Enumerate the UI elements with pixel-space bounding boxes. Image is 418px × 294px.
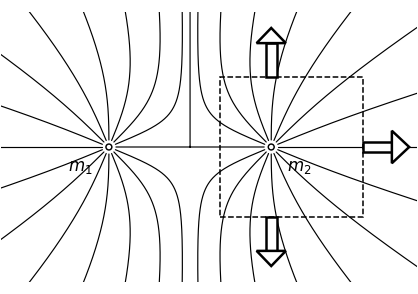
Circle shape <box>106 144 112 150</box>
Text: $m_1$: $m_1$ <box>69 159 93 176</box>
Bar <box>363 142 392 152</box>
Bar <box>266 217 277 251</box>
Bar <box>266 43 277 77</box>
Circle shape <box>107 146 110 148</box>
Circle shape <box>268 144 274 150</box>
Polygon shape <box>392 131 409 163</box>
Polygon shape <box>257 251 286 266</box>
Bar <box>220 77 363 217</box>
Polygon shape <box>257 28 286 43</box>
Text: $m_2$: $m_2$ <box>287 159 311 176</box>
Circle shape <box>270 146 273 148</box>
